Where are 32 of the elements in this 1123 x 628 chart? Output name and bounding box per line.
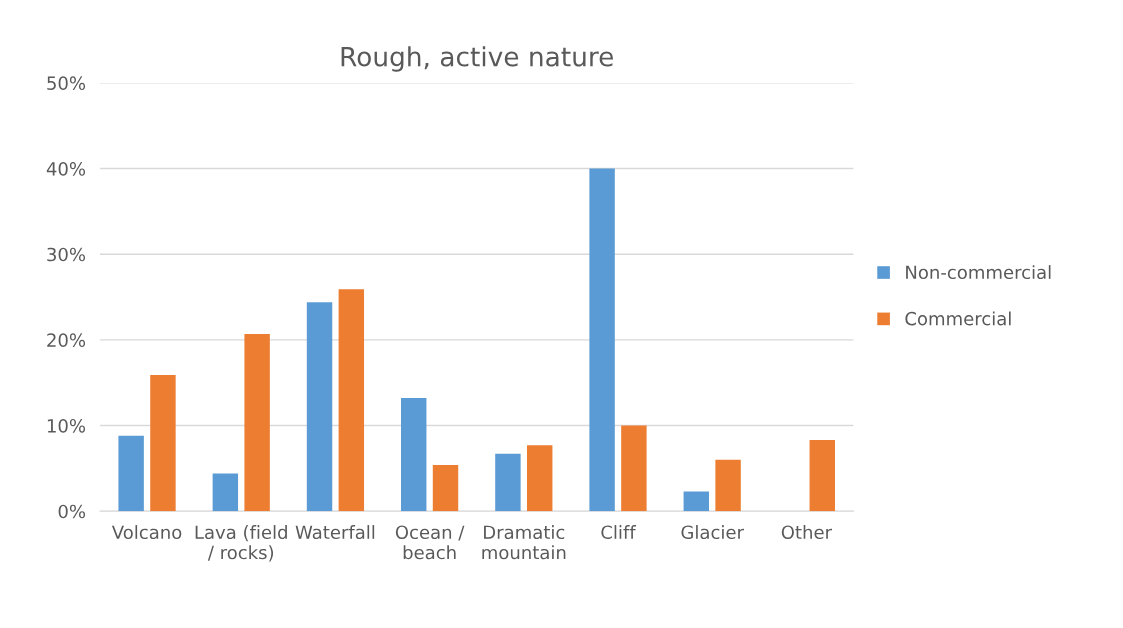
x-tick-label: Volcano <box>111 525 182 540</box>
y-tick-label: 50% <box>47 76 86 91</box>
bar <box>306 302 333 512</box>
x-tick-label: Lava (field / rocks) <box>195 525 287 562</box>
legend-label: Non-commercial <box>906 265 1051 280</box>
bar <box>118 435 144 512</box>
bar <box>244 333 270 512</box>
x-tick-label: Cliff <box>601 525 637 540</box>
legend-label: Commercial <box>905 311 1011 326</box>
bar <box>495 453 521 512</box>
x-tick-label: Glacier <box>681 525 744 540</box>
bar <box>621 425 647 512</box>
x-tick-label: Dramatic mountain <box>482 525 566 560</box>
bar <box>150 374 176 512</box>
chart-title: Rough, active nature <box>341 46 613 72</box>
y-tick-label: 40% <box>46 162 86 176</box>
x-tick-label: Waterfall <box>295 525 375 540</box>
x-tick-label: Ocean / beach <box>395 525 465 560</box>
bar <box>809 440 835 512</box>
bar <box>401 398 427 512</box>
bar <box>683 491 710 512</box>
bar <box>715 459 741 512</box>
bar <box>338 289 365 512</box>
bar <box>212 473 239 512</box>
y-tick-label: 20% <box>47 333 86 347</box>
y-tick-label: 30% <box>47 247 86 262</box>
x-tick-label: Other <box>781 525 833 540</box>
y-tick-label: 10% <box>47 418 86 433</box>
bar <box>589 168 615 512</box>
y-tick-label: 0% <box>58 504 86 519</box>
bar <box>526 445 553 512</box>
bar <box>432 464 459 512</box>
